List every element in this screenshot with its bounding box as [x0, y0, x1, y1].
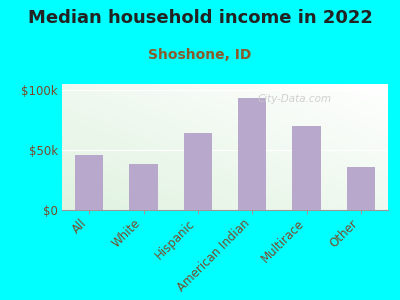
- Text: City-Data.com: City-Data.com: [258, 94, 332, 104]
- Text: Shoshone, ID: Shoshone, ID: [148, 48, 252, 62]
- Bar: [75, 155, 103, 210]
- Text: Median household income in 2022: Median household income in 2022: [28, 9, 372, 27]
- Bar: [292, 126, 321, 210]
- Bar: [129, 164, 158, 210]
- Bar: [347, 167, 375, 210]
- Bar: [238, 98, 266, 210]
- Bar: [184, 133, 212, 210]
